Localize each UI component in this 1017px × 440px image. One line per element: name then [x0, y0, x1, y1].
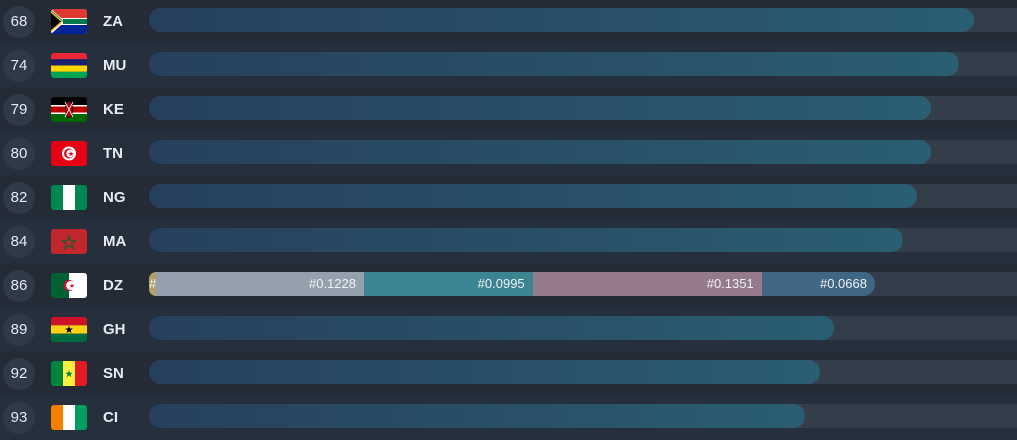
country-code: ZA [103, 13, 123, 30]
rank-badge: 84 [3, 226, 35, 258]
score-bar-fill[interactable] [149, 184, 918, 208]
score-bar-track [149, 360, 1017, 384]
score-bar-fill[interactable] [149, 8, 974, 32]
flag-mu-icon [51, 53, 87, 78]
rank-badge: 68 [3, 6, 35, 38]
score-bar-track: #0.0040#0.1228#0.0995#0.1351#0.0668 [149, 272, 1017, 296]
ranking-row[interactable]: 92 SN [0, 352, 1017, 396]
score-bar-track [149, 96, 1017, 120]
ranking-row[interactable]: 80 TN [0, 132, 1017, 176]
flag-ng-icon [51, 185, 87, 210]
ranking-row[interactable]: 82 NG [0, 176, 1017, 220]
rank-badge: 80 [3, 138, 35, 170]
country-code: KE [103, 101, 124, 118]
country-code: MU [103, 57, 127, 74]
country-code: TN [103, 145, 123, 162]
score-segment[interactable]: #0.0995 [363, 272, 533, 296]
score-bar-track [149, 140, 1017, 164]
score-bar-fill[interactable] [149, 360, 820, 384]
ranking-row[interactable]: 84 MA [0, 220, 1017, 264]
rank-badge: 92 [3, 358, 35, 390]
flag-ma-icon [51, 229, 87, 254]
country-code: CI [103, 409, 118, 426]
ranking-row[interactable]: 79 KE [0, 88, 1017, 132]
score-segment[interactable]: #0.0668 [761, 272, 875, 296]
rank-badge: 79 [3, 94, 35, 126]
rank-badge: 93 [3, 402, 35, 434]
country-code: GH [103, 321, 126, 338]
score-bar-track [149, 316, 1017, 340]
ranking-row[interactable]: 89 GH [0, 308, 1017, 352]
flag-tn-icon [51, 141, 87, 166]
score-bar-fill[interactable] [149, 404, 806, 428]
ranking-row[interactable]: 68 ZA [0, 0, 1017, 44]
flag-za-icon [51, 9, 87, 34]
rank-badge: 86 [3, 270, 35, 302]
score-segment[interactable]: #0.1351 [532, 272, 762, 296]
flag-ci-icon [51, 405, 87, 430]
flag-gh-icon [51, 317, 87, 342]
score-bar-track [149, 8, 1017, 32]
ranking-row[interactable]: 74 MU [0, 44, 1017, 88]
ranking-row[interactable]: 93 CI [0, 396, 1017, 440]
flag-ke-icon [51, 97, 87, 122]
country-code: DZ [103, 277, 123, 294]
score-segment[interactable]: #0.0040 [149, 272, 196, 296]
flag-sn-icon [51, 361, 87, 386]
rank-badge: 89 [3, 314, 35, 346]
score-bar-track [149, 404, 1017, 428]
country-code: MA [103, 233, 127, 250]
score-bar-fill[interactable] [149, 52, 959, 76]
country-code: SN [103, 365, 124, 382]
score-segment[interactable]: #0.1228 [155, 272, 364, 296]
flag-dz-icon [51, 273, 87, 298]
rank-badge: 74 [3, 50, 35, 82]
score-bar-fill[interactable] [149, 96, 932, 120]
score-bar-fill[interactable] [149, 316, 834, 340]
score-bar-track [149, 52, 1017, 76]
score-bar-fill[interactable] [149, 228, 904, 252]
ranking-row[interactable]: 86 DZ #0.0040#0.1228#0.0995#0.1351#0.0668 [0, 264, 1017, 308]
score-bar-fill[interactable] [149, 140, 932, 164]
score-bar-track [149, 228, 1017, 252]
rank-badge: 82 [3, 182, 35, 214]
country-code: NG [103, 189, 126, 206]
score-bar-track [149, 184, 1017, 208]
